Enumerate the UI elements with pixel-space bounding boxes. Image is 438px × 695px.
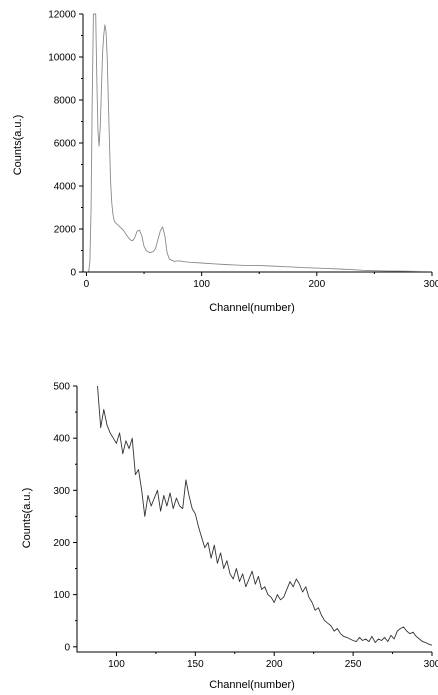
- x-tick-label: 300: [424, 659, 438, 670]
- y-tick-label: 300: [53, 486, 70, 497]
- y-tick-label: 100: [53, 590, 70, 601]
- x-tick-label: 150: [187, 659, 204, 670]
- y-tick-label: 400: [53, 434, 70, 445]
- x-tick-label: 200: [308, 279, 325, 290]
- y-tick-label: 4000: [54, 182, 77, 193]
- x-axis-label: Channel(number): [209, 302, 295, 314]
- y-tick-label: 8000: [54, 96, 77, 107]
- y-tick-label: 2000: [54, 225, 77, 236]
- y-axis-label: Counts(a.u.): [21, 488, 33, 549]
- x-tick-label: 0: [84, 279, 90, 290]
- x-tick-label: 100: [193, 279, 210, 290]
- y-tick-label: 6000: [54, 139, 77, 150]
- y-tick-label: 0: [64, 642, 70, 653]
- x-tick-label: 200: [266, 659, 283, 670]
- y-tick-label: 0: [70, 268, 76, 279]
- y-tick-label: 200: [53, 538, 70, 549]
- x-tick-label: 300: [424, 279, 438, 290]
- y-tick-label: 10000: [48, 53, 76, 64]
- chart-top: 0 2000 4000 6000 8000 10000 12000 0 100 200 300 Ch…: [12, 10, 438, 315]
- x-tick-label: 100: [108, 659, 125, 670]
- chart-bottom: 0 100 200 300 400 500 100 150 200 250 300 Channel(…: [21, 382, 438, 692]
- series-line: [97, 385, 433, 646]
- x-axis-label: Channel(number): [209, 679, 295, 691]
- y-tick-label: 500: [53, 382, 70, 393]
- y-tick-label: 12000: [48, 10, 76, 21]
- series-line: [86, 13, 433, 273]
- x-tick-label: 250: [345, 659, 362, 670]
- y-axis-label: Counts(a.u.): [12, 115, 24, 176]
